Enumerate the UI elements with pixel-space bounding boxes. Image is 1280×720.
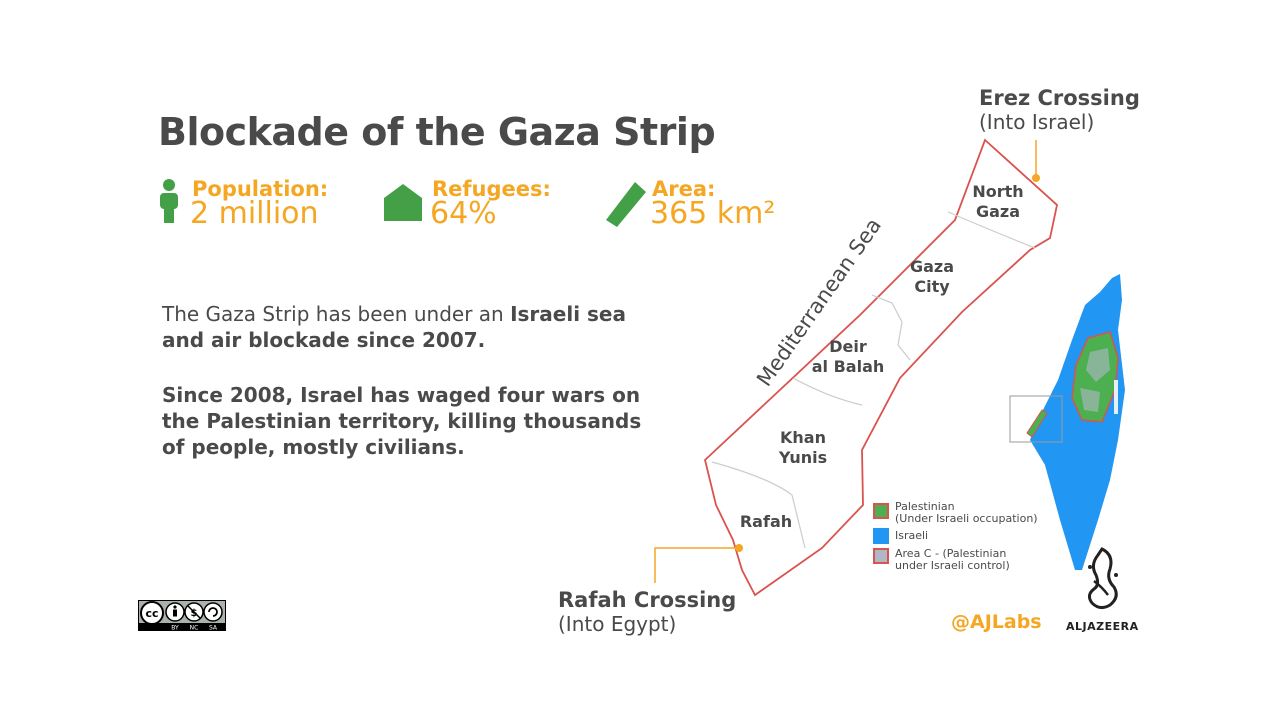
cc-term-by: BY [171,625,179,632]
region-label: Yunis [778,448,828,467]
region-label: Deir [829,337,867,356]
erez-crossing-title: Erez Crossing [979,86,1140,110]
legend-area-c: Area C - (Palestinian under Israeli cont… [895,548,1010,572]
region-label: Khan [780,428,826,447]
region-label: al Balah [811,357,885,376]
refugees-value: 64% [430,196,497,231]
gaza-strip-outline [704,138,1058,597]
region-gaza-city: Gaza City [892,257,972,297]
israel-area [1030,274,1125,570]
region-deir-al-balah: Deir al Balah [803,337,893,377]
region-label: Gaza [909,257,955,276]
legend-line: (Under Israeli occupation) [895,512,1038,525]
rafah-crossing-title: Rafah Crossing [558,588,737,612]
person-icon [158,178,180,224]
legend-swatch-palestinian [873,503,889,519]
svg-text:cc: cc [145,607,158,620]
border-deir-al-balah [792,377,863,406]
dead-sea [1114,380,1118,414]
house-icon [383,182,423,222]
region-rafah: Rafah [726,512,806,532]
legend-swatch-israeli [873,528,889,544]
erez-crossing-subtitle: (Into Israel) [979,110,1095,134]
area-value: 365 km² [650,196,776,231]
area-label: Area: [652,177,716,201]
svg-text:$: $ [191,608,198,619]
legend-line: Area C - (Palestinian [895,547,1007,560]
border-north-gaza [947,211,1036,249]
gaza-inset-area [1026,409,1048,438]
inset-map [1009,274,1125,570]
page-title: Blockade of the Gaza Strip [158,110,716,154]
gaza-strip-icon [605,180,647,228]
population-value: 2 million [190,196,319,231]
legend-swatch-area-c [873,548,889,564]
region-north-gaza: North Gaza [958,182,1038,222]
region-label: City [914,277,950,296]
region-label: Rafah [739,512,793,531]
wars-paragraph: Since 2008, Israel has waged four wars o… [162,383,642,459]
aljazeera-logo-icon [1080,545,1124,615]
cc-term-nc: NC [190,625,199,632]
border-gaza-city [871,294,911,361]
paragraph-bold-text: Israeli sea and air blockade since 2007. [162,302,626,352]
area-c-region [1080,388,1100,412]
region-khan-yunis: Khan Yunis [763,428,843,468]
cc-term-sa: SA [209,625,218,632]
legend-line: under Israeli control) [895,559,1010,572]
region-label: North [972,182,1024,201]
region-label: Gaza [975,202,1021,221]
gaza-inset-frame [1009,395,1063,443]
legend-line: Palestinian [895,500,955,513]
border-khan-yunis [711,461,806,549]
aljazeera-wordmark: ALJAZEERA [1066,620,1139,633]
legend-israeli: Israeli [895,529,929,542]
cc-license-badge: cc $ BY NC SA [138,600,226,632]
area-c-region [1086,348,1110,382]
refugees-label: Refugees: [432,177,551,201]
paragraph-plain-text: The Gaza Strip has been under an [162,302,511,326]
population-label: Population: [192,177,329,201]
erez-crossing-marker [1032,174,1040,182]
legend-palestinian: Palestinian (Under Israeli occupation) [895,501,1038,525]
rafah-crossing-marker [735,544,743,552]
blockade-paragraph: The Gaza Strip has been under an Israeli… [162,301,662,353]
ajlabs-handle: @AJLabs [951,611,1042,633]
rafah-crossing-subtitle: (Into Egypt) [558,612,677,636]
